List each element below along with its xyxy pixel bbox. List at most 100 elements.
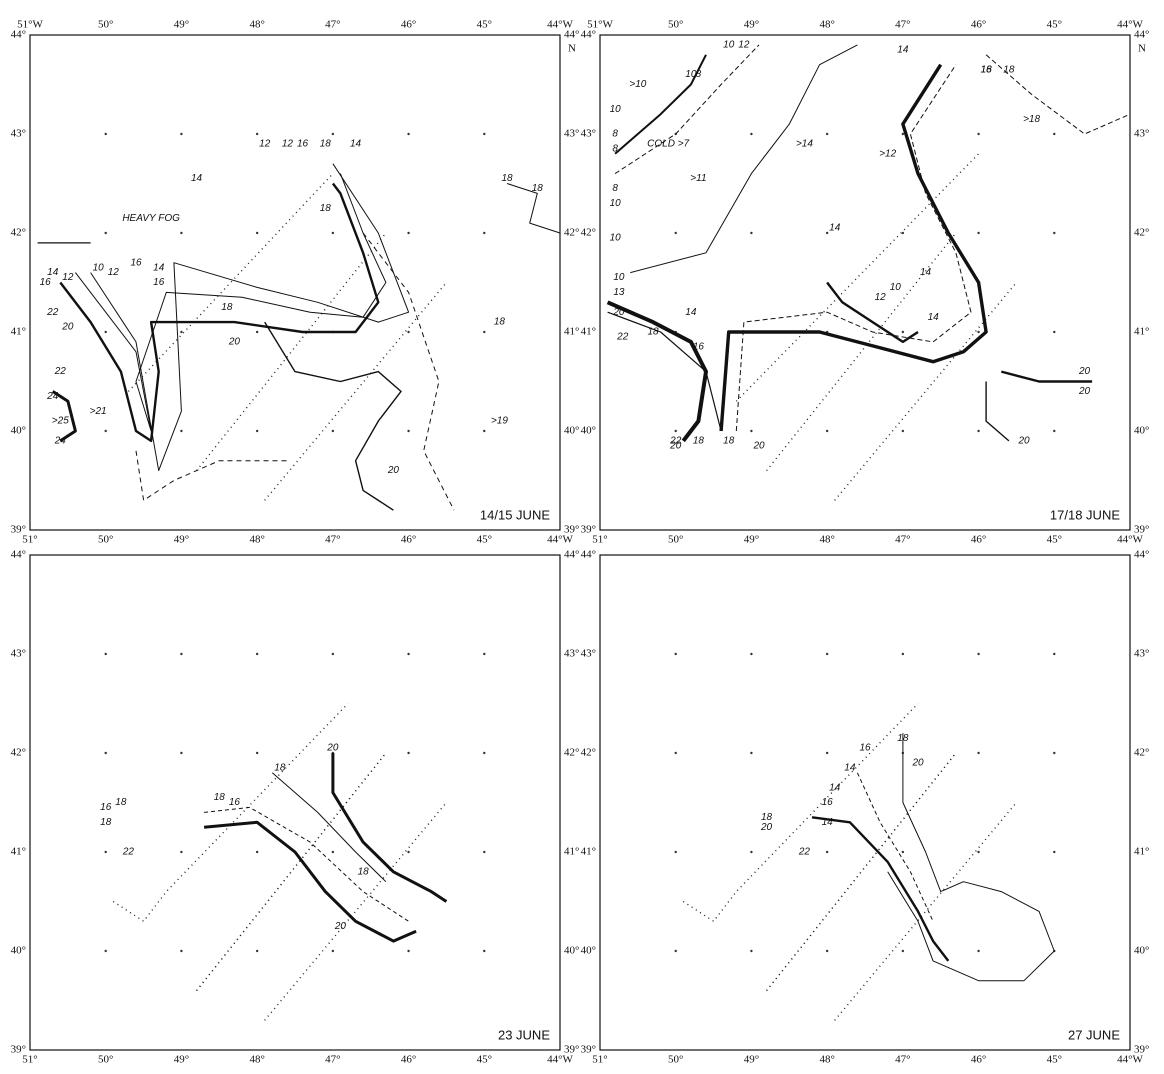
grid-dot [977,429,980,433]
contour [75,173,387,432]
grid-dot [977,652,980,656]
ship-track [196,232,387,472]
grid-dot [407,850,410,854]
grid-dot [407,429,410,433]
contour-label: 18 [981,64,993,75]
lat-label: 41° [564,326,579,338]
contour-label: 12 [282,139,294,150]
ship-track [766,752,957,992]
lon-label: 45° [477,534,492,546]
contour-label: COLD >7 [647,139,689,150]
lat-label: 40° [11,945,26,957]
contour-label: 24 [54,436,67,447]
lon-label: 46° [401,19,416,31]
contour-label: 14 [920,267,932,278]
grid-dot [901,850,905,854]
contour-label: 18 [723,436,735,447]
contour-label: 22 [54,366,67,377]
grid-dot [901,231,905,235]
grid-dot [750,850,753,854]
contour-label: 18 [274,762,286,773]
panel-date: 23 JUNE [498,1027,550,1042]
contour [135,450,288,501]
grid-dot [825,949,829,953]
contour-label: 22 [669,436,682,447]
contour [826,281,919,344]
lat-label: 41° [11,846,26,858]
north-label: N [1138,43,1146,55]
contour [331,753,448,903]
lon-label: 47° [325,19,340,31]
lon-label: 50° [668,1054,683,1066]
lon-label: 48° [249,534,264,546]
lon-label: 49° [744,534,759,546]
lon-label: 51°W [17,19,43,31]
lat-label: 40° [564,425,579,437]
lat-label: 43° [581,128,596,140]
lat-label: 44° [1134,29,1149,41]
contour-label: 14 [685,307,697,318]
contour [811,816,950,962]
contour-label: 13 [613,287,625,298]
grid-dot [180,751,183,755]
ship-track [735,153,980,402]
grid-dot [977,330,980,334]
contour-label: 24 [46,391,59,402]
lon-label: 44°W [1117,534,1143,546]
grid-dot [104,949,107,953]
grid-dot [407,132,410,136]
contour [614,54,707,155]
grid-dot [1053,850,1056,854]
contour-label: 8 [612,183,618,194]
grid-dot [1053,751,1056,755]
grid-dot [901,949,905,953]
contour [985,381,1010,442]
map-frame [29,554,561,1051]
grid-dot [255,949,259,953]
contour-label: 18 [320,139,332,150]
contour-label: 12 [108,267,120,278]
contour-label: 16 [153,277,165,288]
contour-label: 8 [612,129,618,140]
ship-track [766,232,957,472]
contour-label: 12 [738,40,750,51]
grid-dot [331,949,335,953]
contour-label: 14 [897,44,909,55]
lon-label: 50° [98,1054,113,1066]
grid-dot [483,949,486,953]
grid-dot [825,132,829,136]
lon-label: 47° [895,19,910,31]
grid-dot [674,429,677,433]
lat-label: 42° [581,747,596,759]
contour [264,321,402,511]
lon-label: 51° [22,1054,37,1066]
ship-track [112,703,349,923]
grid-dot [104,751,107,755]
grid-dot [331,850,335,854]
contour-label: 22 [798,847,811,858]
lat-label: 42° [1134,227,1149,239]
contour [51,390,77,443]
lon-label: 45° [1047,1054,1062,1066]
contour-label: 16 [40,277,52,288]
grid-dot [255,751,259,755]
lon-label: 48° [249,1054,264,1066]
grid-dot [750,652,753,656]
lon-label: 45° [1047,534,1062,546]
contour-label: >25 [52,416,69,427]
lon-label: 49° [744,19,759,31]
lat-label: 41° [581,846,596,858]
grid-dot [483,330,486,334]
grid-dot [977,751,980,755]
lon-label: 49° [174,534,189,546]
lon-label: 46° [971,534,986,546]
contour-label: 18 [761,812,773,823]
lon-label: 51° [592,534,607,546]
grid-dot [483,751,486,755]
lat-label: 44° [11,29,26,41]
lon-label: 50° [668,19,683,31]
lon-label: 50° [668,534,683,546]
lat-label: 43° [564,648,579,660]
contour-label: 10 [93,262,105,273]
grid-dot [104,429,107,433]
